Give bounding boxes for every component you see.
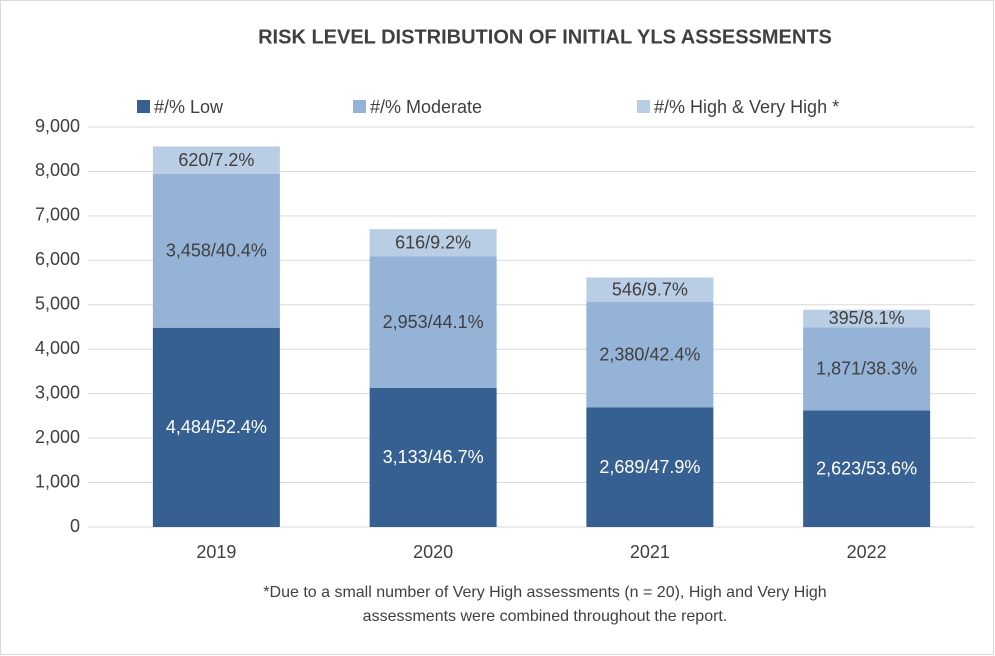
bar-segment <box>803 327 931 411</box>
legend-label: #/% Moderate <box>370 97 482 117</box>
chart-title: RISK LEVEL DISTRIBUTION OF INITIAL YLS A… <box>258 26 832 48</box>
y-tick-label: 2,000 <box>35 427 80 447</box>
y-tick-label: 5,000 <box>35 294 80 314</box>
y-tick-label: 3,000 <box>35 382 80 402</box>
footnote: *Due to a small number of Very High asse… <box>263 584 826 601</box>
bar-segment <box>152 327 280 527</box>
y-tick-label: 7,000 <box>35 205 80 225</box>
legend-swatch <box>637 100 650 113</box>
data-label: 395/8.1% <box>829 308 905 328</box>
bar-segment <box>369 387 497 527</box>
bar-segment <box>369 229 497 257</box>
y-tick-label: 6,000 <box>35 249 80 269</box>
y-tick-label: 4,000 <box>35 338 80 358</box>
data-label: 2,689/47.9% <box>599 457 700 477</box>
data-label: 4,484/52.4% <box>166 417 267 437</box>
data-label: 546/9.7% <box>612 279 688 299</box>
legend-label: #/% High & Very High * <box>654 97 839 117</box>
x-tick-label: 2020 <box>413 542 453 562</box>
legend-label: #/% Low <box>154 97 224 117</box>
bar-segment <box>586 407 714 527</box>
data-label: 616/9.2% <box>395 233 471 253</box>
data-label: 2,953/44.1% <box>383 312 484 332</box>
y-tick-label: 1,000 <box>35 471 80 491</box>
data-label: 620/7.2% <box>178 150 254 170</box>
x-tick-label: 2022 <box>847 542 887 562</box>
y-tick-label: 9,000 <box>35 116 80 136</box>
bar-segment <box>803 309 931 328</box>
data-label: 2,623/53.6% <box>816 458 917 478</box>
data-label: 3,133/46.7% <box>383 447 484 467</box>
bar-segment <box>152 146 280 175</box>
bar-segment <box>369 256 497 388</box>
bar-segment <box>803 410 931 527</box>
y-tick-label: 0 <box>70 516 80 536</box>
footnote: assessments were combined throughout the… <box>363 608 728 625</box>
bar-segment <box>586 277 714 302</box>
data-label: 1,871/38.3% <box>816 359 917 379</box>
legend-swatch <box>353 100 366 113</box>
bar-segment <box>586 301 714 408</box>
data-label: 2,380/42.4% <box>599 344 700 364</box>
legend-swatch <box>137 100 150 113</box>
x-tick-label: 2021 <box>630 542 670 562</box>
x-tick-label: 2019 <box>196 542 236 562</box>
y-tick-label: 8,000 <box>35 160 80 180</box>
bar-segment <box>152 174 280 328</box>
data-label: 3,458/40.4% <box>166 241 267 261</box>
